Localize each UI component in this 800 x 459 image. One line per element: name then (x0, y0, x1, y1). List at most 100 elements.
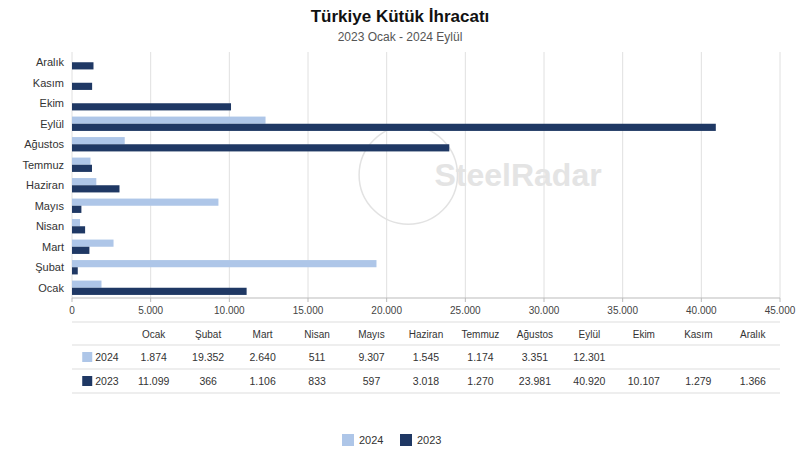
table-cell: 11.099 (138, 375, 169, 387)
grid-line (701, 52, 702, 298)
table-header: Ocak (142, 329, 166, 340)
y-tick-label: Mayıs (35, 200, 65, 212)
bars (72, 62, 716, 295)
y-tick-label: Ekim (40, 97, 64, 109)
y-tick-label: Nisan (36, 220, 64, 232)
table-cell: 1.874 (141, 351, 167, 363)
table-header: Haziran (409, 329, 443, 340)
x-tick-label: 45.000 (765, 305, 796, 316)
table-header: Şubat (195, 329, 221, 340)
table-cell: 366 (199, 375, 217, 387)
bar (72, 219, 80, 226)
table-header: Ekim (633, 329, 655, 340)
y-tick-label: Kasım (33, 77, 64, 89)
bar (72, 288, 247, 295)
table-rule (72, 345, 780, 346)
x-tick (622, 298, 623, 302)
bar (72, 185, 119, 192)
table-header: Nisan (304, 329, 330, 340)
x-tick (72, 298, 73, 302)
bar (72, 206, 81, 213)
table-header: Mayıs (358, 329, 385, 340)
table-header: Ağustos (517, 329, 553, 340)
table-cell: 1.545 (413, 351, 439, 363)
x-tick-label: 20.000 (371, 305, 402, 316)
x-tick-label: 25.000 (450, 305, 481, 316)
table-header: Temmuz (462, 329, 500, 340)
subtitle: 2023 Ocak - 2024 Eylül (338, 30, 463, 44)
legend-swatch (400, 434, 412, 446)
chart-svg: Türkiye Kütük İhracatı 2023 Ocak - 2024 E… (0, 0, 800, 459)
x-tick-label: 30.000 (529, 305, 560, 316)
y-tick-label: Mart (42, 241, 64, 253)
bar (72, 226, 85, 233)
x-tick (386, 298, 387, 302)
x-tick-label: 35.000 (607, 305, 638, 316)
watermark: SteelRadar (359, 126, 602, 224)
table-cell: 1.279 (685, 375, 711, 387)
watermark-text: SteelRadar (434, 157, 601, 193)
bar (72, 260, 376, 267)
bar (72, 158, 90, 165)
bar (72, 124, 716, 131)
legend: 2024 2023 (342, 434, 441, 446)
table-header: Mart (253, 329, 273, 340)
x-tick (780, 298, 781, 302)
x-tick-label: 0 (69, 305, 75, 316)
y-tick-label: Temmuz (22, 159, 64, 171)
x-axis-line (72, 298, 780, 299)
bar (72, 165, 92, 172)
bar (72, 83, 92, 90)
y-tick-label: Eylül (40, 118, 64, 130)
table-cell: 40.920 (573, 375, 605, 387)
bar (72, 199, 218, 206)
table-swatch (82, 376, 92, 386)
table-cell: 12.301 (573, 351, 605, 363)
legend-label: 2023 (417, 434, 441, 446)
legend-swatch (342, 434, 354, 446)
table-row-label: 2024 (95, 351, 119, 363)
x-tick-label: 5.000 (138, 305, 163, 316)
table-rule (72, 369, 780, 370)
legend-label: 2024 (359, 434, 383, 446)
bar (72, 240, 114, 247)
grid (72, 52, 780, 298)
table-cell: 1.366 (740, 375, 766, 387)
y-tick-label: Ocak (38, 282, 64, 294)
table-cell: 1.270 (467, 375, 493, 387)
table-cell: 10.107 (628, 375, 660, 387)
bar (72, 117, 266, 124)
table-cell: 3.351 (522, 351, 548, 363)
x-tick (465, 298, 466, 302)
x-tick (544, 298, 545, 302)
grid-line (780, 52, 781, 298)
table-cell: 511 (309, 351, 326, 363)
bar (72, 137, 125, 144)
table-cell: 1.106 (249, 375, 275, 387)
bar (72, 281, 101, 288)
x-tick (701, 298, 702, 302)
table-row-label: 2023 (95, 375, 119, 387)
data-table: Ocak Şubat Mart Nisan Mayıs Haziran Temmuz Ağus… (72, 322, 780, 393)
bar (72, 178, 96, 185)
table-cell: 23.981 (519, 375, 551, 387)
x-tick-label: 40.000 (686, 305, 717, 316)
table-cell: 833 (308, 375, 326, 387)
table-cell: 9.307 (358, 351, 384, 363)
table-cell: 2.640 (249, 351, 275, 363)
table-swatch (82, 352, 92, 362)
grid-line (622, 52, 623, 298)
table-header: Eylül (579, 329, 601, 340)
x-tick-label: 10.000 (214, 305, 245, 316)
bar (72, 103, 231, 110)
grid-line (386, 52, 387, 298)
table-cell: 597 (363, 375, 381, 387)
bar (72, 62, 93, 69)
y-tick-label: Ağustos (24, 138, 64, 150)
title: Türkiye Kütük İhracatı (311, 7, 490, 26)
x-tick-labels: 0 5.000 10.000 15.000 20.000 25.000 30.000 35.0… (69, 298, 796, 316)
table-cell: 19.352 (192, 351, 224, 363)
table-header: Kasım (684, 329, 712, 340)
table-cell: 3.018 (413, 375, 439, 387)
x-tick-label: 15.000 (293, 305, 324, 316)
